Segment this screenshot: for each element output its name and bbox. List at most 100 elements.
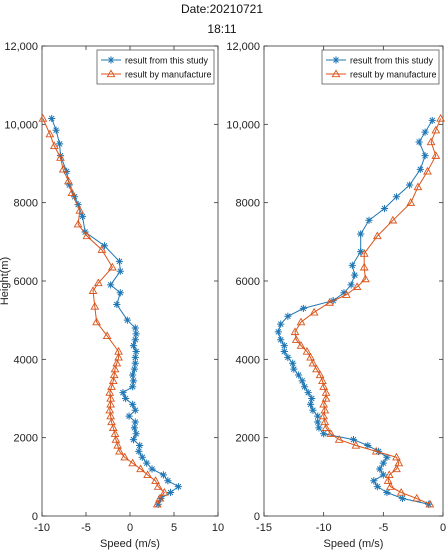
data-point	[295, 371, 303, 379]
data-point	[277, 320, 285, 328]
data-point	[383, 488, 391, 497]
y-tick-label: 12,000	[226, 41, 260, 53]
data-point	[284, 312, 292, 320]
data-point	[131, 324, 139, 332]
data-point	[56, 152, 65, 160]
data-point	[106, 399, 116, 408]
data-point	[320, 417, 330, 426]
data-point	[405, 181, 414, 189]
data-point	[129, 371, 137, 379]
x-tick-label: -10	[34, 522, 50, 534]
y-tick-label: 0	[254, 511, 260, 523]
data-point	[309, 307, 319, 316]
legend-box	[96, 49, 215, 85]
data-point	[107, 382, 116, 390]
series-manufacture	[38, 113, 169, 508]
data-point	[132, 347, 140, 356]
data-point	[348, 261, 356, 269]
data-point	[73, 219, 83, 228]
x-tick-label: 5	[171, 522, 177, 534]
data-point	[106, 411, 116, 420]
data-point	[152, 499, 162, 508]
data-point	[361, 274, 370, 283]
y-tick-label: 6000	[236, 276, 260, 288]
data-point	[154, 500, 162, 508]
data-point	[431, 125, 441, 134]
data-point	[277, 336, 285, 344]
data-point	[122, 394, 130, 403]
data-point	[148, 465, 156, 473]
data-point	[135, 447, 143, 455]
data-point	[174, 483, 182, 491]
data-point	[143, 459, 151, 467]
data-point	[351, 271, 359, 279]
data-point	[302, 346, 312, 355]
series-manufacture	[290, 113, 445, 508]
data-point	[129, 342, 138, 350]
data-point	[119, 389, 127, 397]
x-tick-label: 0	[440, 522, 446, 534]
y-tick-label: 4000	[236, 354, 260, 366]
data-point	[100, 242, 109, 250]
data-point	[93, 278, 103, 287]
data-point	[108, 262, 117, 271]
data-point	[129, 436, 138, 444]
data-point	[364, 441, 372, 450]
data-point	[74, 201, 82, 209]
data-point	[92, 317, 101, 326]
data-point	[274, 328, 282, 336]
x-tick-label: -5	[81, 522, 91, 534]
data-point	[132, 430, 140, 438]
data-point	[312, 364, 321, 373]
x-tick-label: -15	[256, 522, 272, 534]
data-point	[131, 359, 139, 367]
data-point	[166, 488, 175, 497]
data-point	[56, 153, 65, 161]
data-point	[351, 440, 361, 449]
data-point	[115, 446, 124, 455]
figure-title-date: Date:20210721	[181, 2, 263, 16]
data-point	[413, 182, 423, 191]
data-point	[78, 212, 87, 220]
data-point	[370, 477, 378, 485]
data-point	[380, 204, 389, 213]
data-point	[143, 470, 152, 479]
data-point	[319, 411, 329, 420]
data-point	[151, 476, 160, 484]
data-point	[111, 435, 121, 443]
y-tick-label: 2000	[14, 433, 38, 445]
data-point	[38, 113, 48, 122]
data-point	[112, 358, 122, 367]
data-point	[321, 423, 331, 432]
data-point	[45, 129, 55, 138]
data-point	[341, 290, 351, 298]
data-point	[108, 376, 118, 385]
data-point	[436, 113, 445, 122]
data-point	[49, 141, 59, 150]
data-point	[347, 281, 355, 289]
data-point	[320, 405, 330, 414]
data-point	[394, 458, 404, 467]
data-point	[321, 393, 331, 402]
data-point	[114, 346, 123, 355]
data-point	[334, 435, 344, 443]
x-tick-label: 10	[212, 522, 224, 534]
data-point	[296, 341, 306, 349]
data-point	[371, 446, 381, 455]
data-point	[315, 424, 323, 432]
legend-entry: result by manufacture	[350, 70, 437, 80]
data-point	[423, 166, 432, 175]
data-point	[376, 465, 384, 473]
data-point	[136, 464, 145, 473]
data-point	[392, 464, 401, 473]
data-point	[425, 499, 435, 508]
data-point	[308, 358, 318, 367]
data-point	[56, 140, 64, 148]
data-point	[113, 300, 121, 309]
figure-title-time: 18:11	[207, 22, 236, 36]
data-point	[82, 231, 92, 240]
data-point	[131, 353, 139, 361]
data-point	[90, 301, 100, 310]
data-point	[114, 352, 123, 361]
